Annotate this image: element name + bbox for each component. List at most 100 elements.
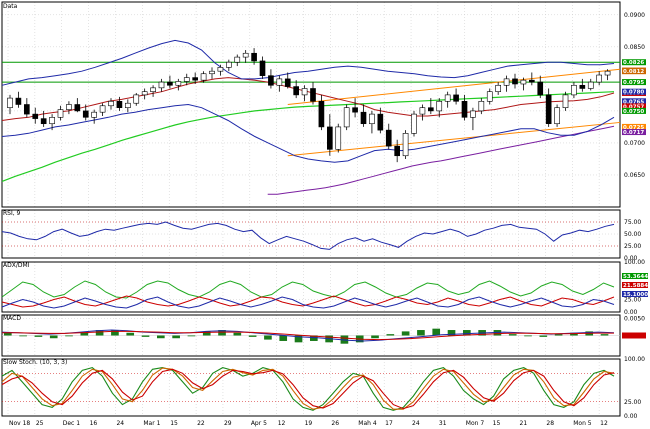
price-value-tag — [622, 79, 646, 86]
price-value-tag-text: 0.0717 — [623, 130, 644, 136]
x-tick-label: Apr 5 — [251, 420, 267, 427]
price-value-tag-text: 0.0812 — [623, 69, 644, 75]
y-tick-label: 0.00 — [624, 255, 638, 262]
price-value-tag-text: 0.0780 — [623, 90, 644, 96]
x-tick-label: 24 — [116, 420, 124, 427]
candle-body — [545, 94, 552, 125]
price-value-tag-text: 0.0725 — [623, 125, 644, 131]
macd-histogram-bar — [432, 328, 441, 336]
pane-frame-4 — [1, 358, 621, 417]
y-tick-label: 0.0850 — [624, 44, 645, 51]
candle-body — [428, 107, 434, 112]
rsi-line — [1, 221, 615, 250]
macd-histogram-bar — [202, 331, 211, 336]
indicators-layer — [1, 221, 620, 411]
x-tick-label: Mon 5 — [573, 420, 592, 427]
candle-body — [402, 133, 409, 157]
candle-body — [495, 84, 501, 92]
macd-histogram-bar — [80, 332, 89, 336]
price-value-tag — [622, 98, 646, 105]
y-tick-label: 25.00 — [624, 399, 641, 406]
macd-histogram-bar — [554, 334, 563, 336]
macd-histogram-bar — [172, 335, 180, 339]
candle-body — [158, 81, 165, 89]
x-tick-label: 15 — [493, 420, 501, 427]
macd-histogram-bar — [248, 335, 257, 337]
x-tick-label: 25 — [36, 420, 44, 427]
candle-body — [520, 79, 527, 85]
candle-body — [40, 118, 47, 125]
y-tick-label: 0.0900 — [624, 12, 645, 19]
candle-body — [108, 100, 114, 107]
macd-histogram-bar — [264, 335, 272, 340]
y-tick-label: 0.0050 — [624, 315, 645, 322]
price-value-tag-text: 0.0765 — [623, 99, 644, 105]
candle-body — [57, 109, 64, 118]
candle-body — [503, 78, 510, 86]
candle-body — [537, 81, 544, 96]
y-tick-label: 0.00 — [624, 309, 638, 316]
candle-body — [478, 100, 485, 112]
x-tick-label: Mar 1 — [143, 420, 160, 427]
x-tick-label: Nov 18 — [9, 420, 30, 427]
labels-layer: Data RSI, 9 ADX/DMI MACD Slow Stoch. (10… — [3, 3, 67, 366]
y-tick-label: 25.00 — [624, 297, 641, 304]
macd-histogram-bar — [4, 332, 12, 336]
x-tick-label: 26 — [331, 420, 339, 427]
macd-histogram-bar — [294, 335, 303, 343]
macd-histogram-bar — [95, 330, 104, 336]
ma-purple-line — [267, 125, 615, 195]
candle-body — [587, 81, 594, 89]
candle-body — [66, 104, 72, 110]
candle-body — [512, 78, 518, 85]
macd-histogram-bar — [49, 335, 58, 339]
macd-histogram-bar — [19, 335, 27, 337]
macd-histogram-bar — [187, 335, 196, 337]
candle-body — [596, 74, 602, 83]
candle-body — [251, 52, 257, 62]
macd-histogram-bar — [600, 334, 609, 336]
candle-body — [133, 94, 140, 104]
adx-value-tag — [622, 291, 648, 297]
macd-histogram-bar — [463, 330, 471, 336]
candle-body — [15, 97, 22, 105]
price-value-tag — [622, 68, 646, 75]
candle-body — [453, 94, 459, 102]
adx-value-tag — [622, 282, 648, 288]
price-value-tag — [622, 88, 646, 95]
macd-signal-line — [2, 330, 614, 341]
candle-body — [217, 67, 224, 72]
ma-red-line — [1, 77, 615, 121]
candle-body — [7, 97, 13, 109]
macd-histogram-bar — [34, 335, 43, 337]
pane-frame-0 — [1, 1, 621, 208]
candle-body — [74, 104, 81, 112]
candle-body — [209, 70, 215, 75]
candle-body — [301, 88, 308, 96]
candle-body — [116, 100, 123, 109]
candle-body — [226, 61, 232, 68]
x-tick-label: 16 — [90, 420, 98, 427]
candle-body — [183, 77, 190, 82]
candle-body — [167, 81, 173, 86]
candle-body — [293, 86, 299, 96]
x-tick-label: Mon 7 — [466, 420, 485, 427]
y-tick-label: 0.00 — [624, 413, 638, 420]
x-tick-label: 31 — [439, 420, 447, 427]
candle-body — [284, 78, 291, 87]
candle-body — [150, 87, 156, 92]
price-value-tag — [622, 107, 646, 114]
candle-body — [394, 145, 400, 157]
x-tick-label: 28 — [546, 420, 554, 427]
candle-body — [461, 100, 468, 118]
candle-body — [192, 77, 198, 81]
x-tick-label: 17 — [385, 420, 393, 427]
candle-body — [327, 126, 333, 150]
y-tick-label: 100.00 — [624, 259, 645, 266]
stoch-line — [1, 368, 615, 410]
macd-histogram-bar — [233, 332, 242, 336]
ma-green-line — [1, 91, 615, 182]
price-value-tag — [622, 123, 646, 130]
macd-histogram-bar — [524, 335, 532, 337]
